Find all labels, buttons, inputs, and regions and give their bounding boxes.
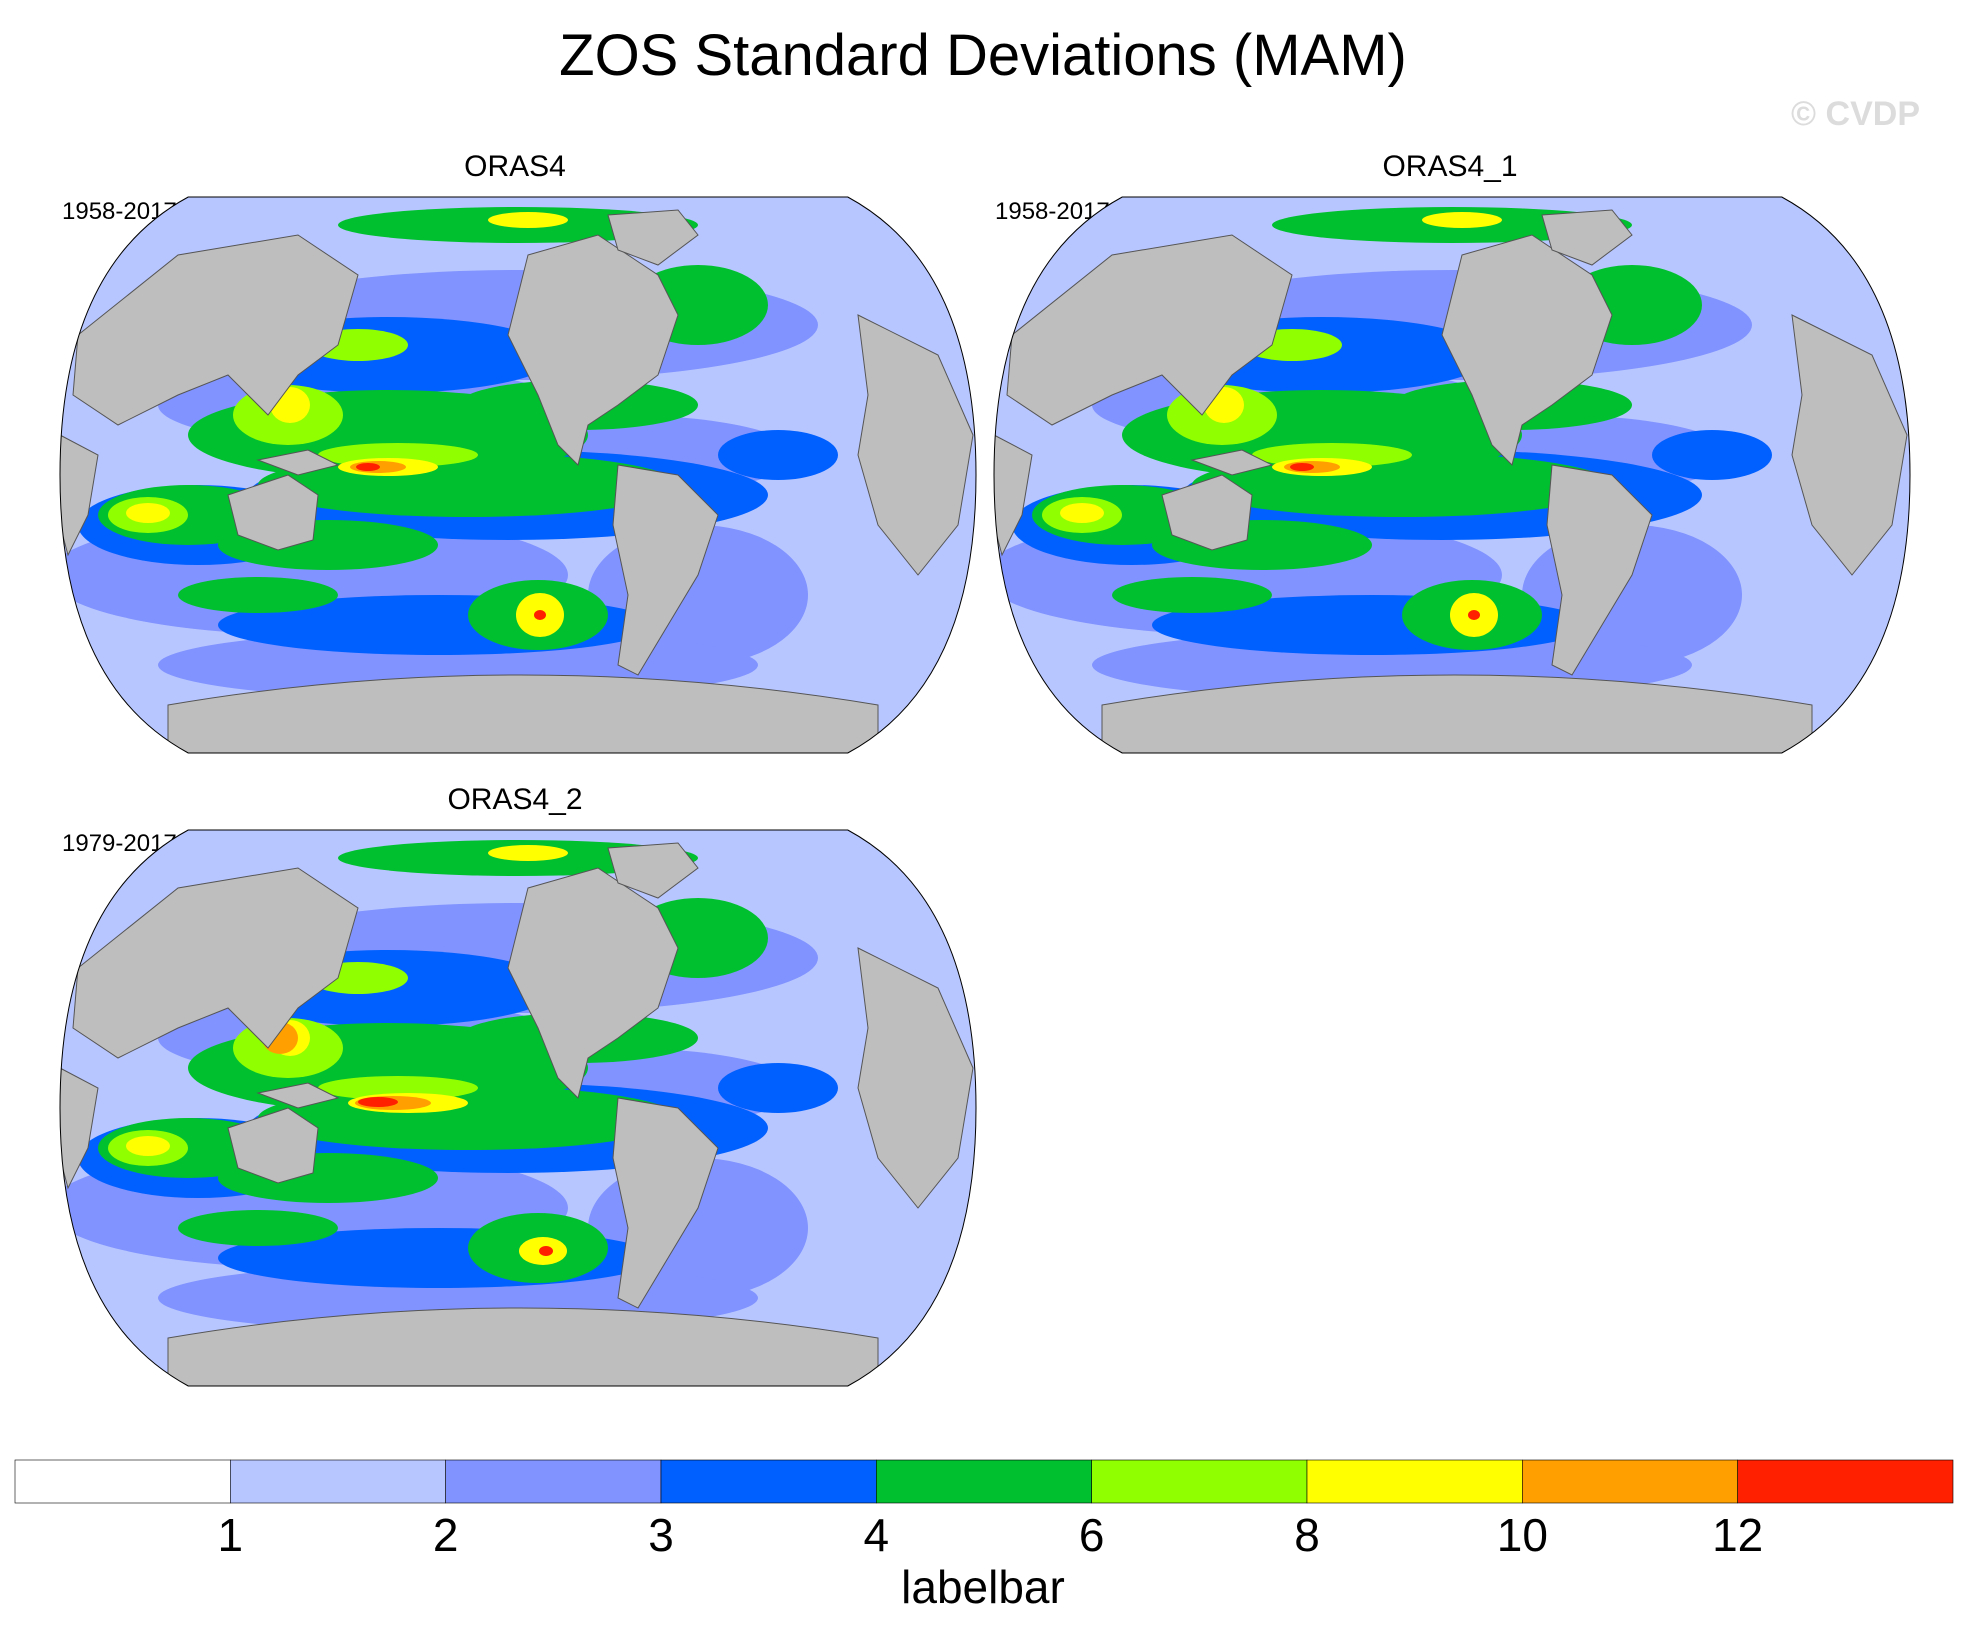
labelbar-box-2 [445, 1459, 662, 1504]
land-mass [72, 867, 359, 1059]
map-oras4-1 [993, 196, 1911, 754]
map-border [993, 196, 1911, 754]
field-region [534, 610, 546, 620]
labelbar-tick-label: 4 [863, 1509, 890, 1561]
labelbar-box-0 [14, 1459, 231, 1504]
land-mass [607, 842, 699, 899]
field-region [488, 845, 568, 861]
field-region [1060, 503, 1104, 523]
land-mass [227, 1107, 319, 1184]
labelbar-box-8 [1737, 1459, 1954, 1504]
labelbar-tick-label: 2 [432, 1509, 459, 1561]
field-region [1422, 212, 1502, 228]
land-mass [227, 474, 319, 551]
map-oras4 [59, 196, 977, 754]
field-region [1290, 463, 1314, 471]
labelbar-tick-label: 6 [1078, 1509, 1105, 1561]
land-mass [1791, 314, 1908, 576]
land-mass [1161, 474, 1253, 551]
map-border [59, 829, 977, 1387]
labelbar-box-5 [1091, 1459, 1308, 1504]
labelbar-box-3 [660, 1459, 877, 1504]
land-mass [1006, 234, 1293, 426]
map-border [59, 196, 977, 754]
cvdp-watermark: © CVDP [1791, 95, 1920, 133]
panel-title-oras4: ORAS4 [464, 150, 566, 183]
field-region [318, 1076, 478, 1100]
field-region [178, 1210, 338, 1246]
labelbar-tick-label: 12 [1712, 1509, 1764, 1561]
land-mass [607, 209, 699, 266]
land-mass [1546, 464, 1653, 676]
labelbar-tick-label: 1 [217, 1509, 244, 1561]
field-region [488, 212, 568, 228]
land-mass [1441, 234, 1613, 466]
field-region [126, 503, 170, 523]
land-mass [612, 1097, 719, 1309]
land-mass [167, 674, 879, 753]
field-region [1652, 430, 1772, 480]
land-mass [167, 1307, 879, 1386]
land-mass [507, 234, 679, 466]
labelbar [14, 1459, 1954, 1504]
land-mass [1101, 674, 1813, 753]
field-region [539, 1246, 553, 1256]
labelbar-box-4 [876, 1459, 1092, 1504]
land-mass [994, 434, 1033, 557]
labelbar-box-7 [1522, 1459, 1738, 1504]
land-mass [857, 947, 974, 1209]
land-mass [1541, 209, 1633, 266]
land-mass [60, 1067, 99, 1190]
land-mass [60, 434, 99, 557]
map-oras4-2 [59, 829, 977, 1387]
labelbar-tick-label: 8 [1294, 1509, 1320, 1561]
field-region [178, 577, 338, 613]
land-mass [612, 464, 719, 676]
land-mass [256, 1082, 340, 1109]
field-region [1468, 610, 1480, 620]
labelbar-tick-label: 10 [1496, 1509, 1548, 1561]
field-region [356, 463, 380, 471]
panel-title-oras4-1: ORAS4_1 [1382, 150, 1518, 183]
field-region [718, 430, 838, 480]
land-mass [72, 234, 359, 426]
field-region [358, 1097, 398, 1107]
labelbar-label: labelbar [901, 1561, 1065, 1613]
land-mass [1190, 449, 1274, 476]
labelbar-tick-label: 3 [648, 1509, 674, 1561]
field-region [126, 1136, 170, 1156]
labelbar-box-6 [1306, 1459, 1523, 1504]
figure-title: ZOS Standard Deviations (MAM) [559, 23, 1407, 88]
land-mass [507, 867, 679, 1099]
field-region [1112, 577, 1272, 613]
field-region [718, 1063, 838, 1113]
panel-title-oras4-2: ORAS4_2 [447, 783, 583, 816]
labelbar-box-1 [230, 1459, 446, 1504]
land-mass [256, 449, 340, 476]
land-mass [857, 314, 974, 576]
